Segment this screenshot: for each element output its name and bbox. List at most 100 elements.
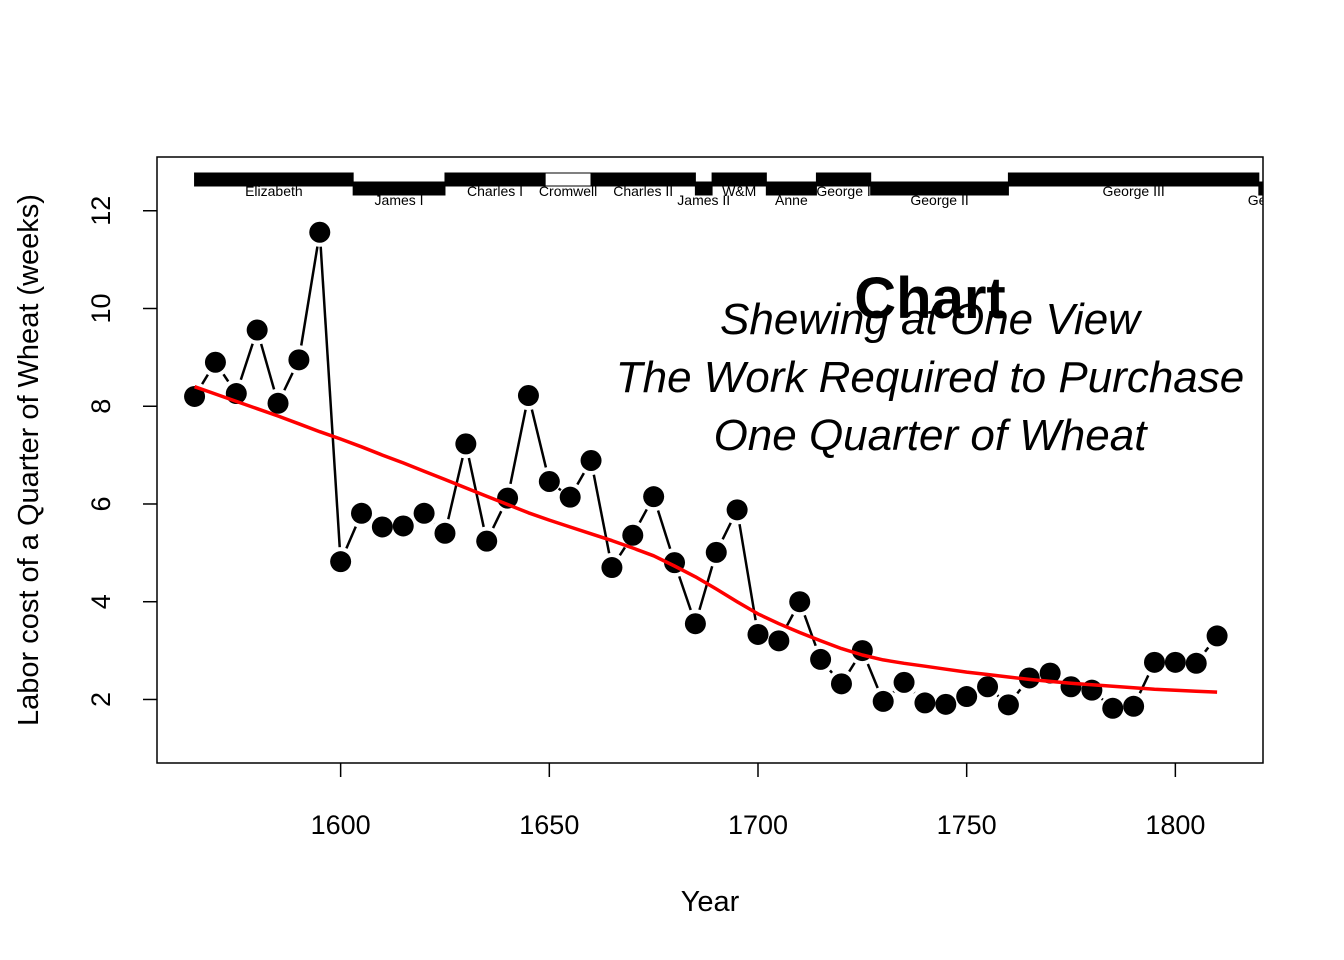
data-point [997, 694, 1019, 716]
data-point [517, 384, 539, 406]
reign-bar [1258, 181, 1263, 196]
series-segment [239, 343, 254, 381]
data-point [1060, 676, 1082, 698]
series-segment [530, 409, 548, 468]
data-point [476, 530, 498, 552]
data-point [288, 349, 310, 371]
data-point [643, 486, 665, 508]
data-point [559, 486, 581, 508]
series-segment [283, 372, 294, 391]
data-point [872, 690, 894, 712]
series-segment [638, 508, 648, 524]
plot-frame [156, 156, 1264, 764]
series-segment [491, 510, 503, 529]
reign-label: James II [677, 192, 730, 208]
reign-label: George IV [1248, 192, 1312, 208]
data-point [1039, 662, 1061, 684]
data-series [184, 221, 1228, 719]
axes: 1600 1650 1700 1750 1800 2 4 6 8 10 12 [86, 196, 1205, 840]
series-segment [300, 246, 319, 346]
series-segment [201, 373, 209, 385]
series-segment [803, 614, 817, 647]
data-point [330, 551, 352, 573]
y-tick-label: 12 [86, 196, 116, 226]
series-segment [1138, 674, 1150, 694]
series-segment [345, 526, 357, 549]
x-tick-label: 1700 [728, 810, 788, 840]
data-point [1185, 652, 1207, 674]
x-tick-label: 1650 [519, 810, 579, 840]
x-tick-label: 1800 [1145, 810, 1205, 840]
chart-subtitle-line-1: Shewing at One View [720, 295, 1143, 344]
series-segment [848, 662, 856, 673]
data-point [789, 591, 811, 613]
data-point [267, 392, 289, 414]
data-point [684, 613, 706, 635]
data-point [204, 351, 226, 373]
data-point [538, 471, 560, 493]
data-point [705, 541, 727, 563]
data-point [434, 522, 456, 544]
data-point [184, 385, 206, 407]
x-axis-title: Year [681, 886, 740, 918]
series-segment [509, 409, 527, 485]
chart-titles: Chart Shewing at One View The Work Requi… [616, 266, 1245, 460]
data-point [935, 693, 957, 715]
series-segment [1100, 697, 1104, 701]
reign-bar [870, 181, 1009, 196]
reign-label: Elizabeth [245, 183, 303, 199]
series-segment [222, 373, 230, 383]
y-axis-title: Labor cost of a Quarter of Wheat (weeks) [13, 194, 45, 726]
data-point [977, 676, 999, 698]
chart-title: Chart [854, 266, 1005, 331]
reign-label: Charles II [613, 183, 673, 199]
y-tick-label: 6 [86, 496, 116, 511]
series-segment [259, 343, 276, 390]
series-segment [738, 523, 757, 621]
reign-label: Cromwell [539, 183, 597, 199]
reign-bar [194, 172, 354, 187]
series-segment [698, 565, 714, 611]
data-point [810, 648, 832, 670]
reign-bar [352, 181, 446, 196]
reign-bar [1007, 172, 1260, 187]
reign-label: W&M [722, 183, 756, 199]
series-segment [678, 575, 692, 611]
data-point [601, 557, 623, 579]
reign-bar [765, 181, 817, 196]
data-point [747, 623, 769, 645]
reign-label: Anne [775, 192, 808, 208]
series-segment [656, 510, 672, 550]
data-point [768, 630, 790, 652]
data-point [580, 449, 602, 471]
data-point [455, 433, 477, 455]
reign-label: George III [1102, 183, 1164, 199]
reign-bar [815, 172, 872, 187]
series-segment [1016, 688, 1022, 695]
data-point [893, 671, 915, 693]
series-segment [319, 246, 341, 548]
data-point [622, 524, 644, 546]
series-segment [618, 546, 626, 557]
x-tick-label: 1600 [311, 810, 371, 840]
reign-bar [694, 181, 713, 196]
data-point [1123, 695, 1145, 717]
reign-label: George II [910, 192, 968, 208]
chart-subtitle-line-2: The Work Required to Purchase [616, 353, 1245, 402]
x-tick-label: 1750 [937, 810, 997, 840]
series-segment [829, 669, 834, 674]
y-tick-label: 2 [86, 692, 116, 707]
data-point [914, 692, 936, 714]
y-tick-label: 8 [86, 399, 116, 414]
series-segment [996, 694, 1000, 698]
data-point [726, 499, 748, 521]
data-point [309, 221, 331, 243]
reign-bar [590, 172, 696, 187]
series-segment [576, 472, 585, 486]
data-point [830, 673, 852, 695]
y-tick-label: 10 [86, 293, 116, 323]
chart-subtitle-line-3: One Quarter of Wheat [714, 411, 1149, 460]
series-segment [557, 487, 562, 492]
data-point [246, 319, 268, 341]
